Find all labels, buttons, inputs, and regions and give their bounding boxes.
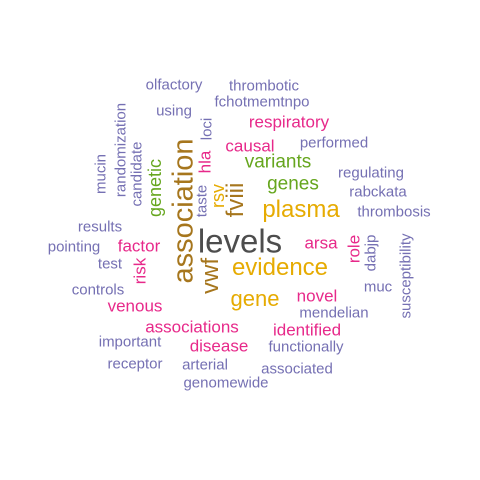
word-results: results <box>77 218 123 236</box>
word-rabckata: rabckata <box>349 183 407 201</box>
word-gene: gene <box>230 286 280 311</box>
word-using: using <box>156 102 192 120</box>
word-important: important <box>98 333 162 351</box>
word-candidate: candidate <box>128 141 146 207</box>
word-vwf: vwf <box>197 258 224 294</box>
word-test: test <box>97 255 123 273</box>
word-dabjp: dabjp <box>362 234 380 272</box>
word-susceptibility: susceptibility <box>397 233 415 319</box>
word-loci: loci <box>198 117 216 141</box>
word-disease: disease <box>189 336 249 356</box>
word-genetic: genetic <box>145 158 165 218</box>
word-evidence: evidence <box>231 254 329 281</box>
word-causal: causal <box>225 136 275 156</box>
word-arsa: arsa <box>304 233 338 253</box>
word-variants: variants <box>244 151 312 173</box>
word-taste: taste <box>193 184 211 218</box>
word-hla: hla <box>195 150 215 174</box>
word-muc: muc <box>363 278 393 296</box>
word-randomization: randomization <box>112 102 130 198</box>
word-associations: associations <box>145 317 239 337</box>
word-plasma: plasma <box>262 196 340 223</box>
word-olfactory: olfactory <box>145 76 203 94</box>
word-mucin: mucin <box>92 153 110 195</box>
word-functionally: functionally <box>268 338 344 356</box>
word-factor: factor <box>117 236 161 256</box>
word-thrombosis: thrombosis <box>357 203 431 221</box>
word-rsv: rsv <box>208 184 228 208</box>
word-thrombotic: thrombotic <box>228 77 300 95</box>
word-respiratory: respiratory <box>248 112 330 132</box>
word-role: role <box>344 234 364 264</box>
word-regulating: regulating <box>338 164 404 182</box>
word-controls: controls <box>71 281 125 299</box>
word-levels: levels <box>197 222 283 260</box>
word-receptor: receptor <box>107 355 163 373</box>
word-mendelian: mendelian <box>299 304 369 322</box>
word-identified: identified <box>272 320 342 340</box>
word-risk: risk <box>130 257 150 285</box>
word-associated: associated <box>261 360 333 378</box>
word-arterial: arterial <box>182 356 228 374</box>
word-fchotmemtnpo: fchotmemtnpo <box>214 93 310 111</box>
word-novel: novel <box>296 286 338 306</box>
word-genomewide: genomewide <box>183 374 269 392</box>
word-pointing: pointing <box>47 238 101 256</box>
word-venous: venous <box>107 296 163 316</box>
word-performed: performed <box>299 134 369 152</box>
word-genes: genes <box>267 173 319 195</box>
